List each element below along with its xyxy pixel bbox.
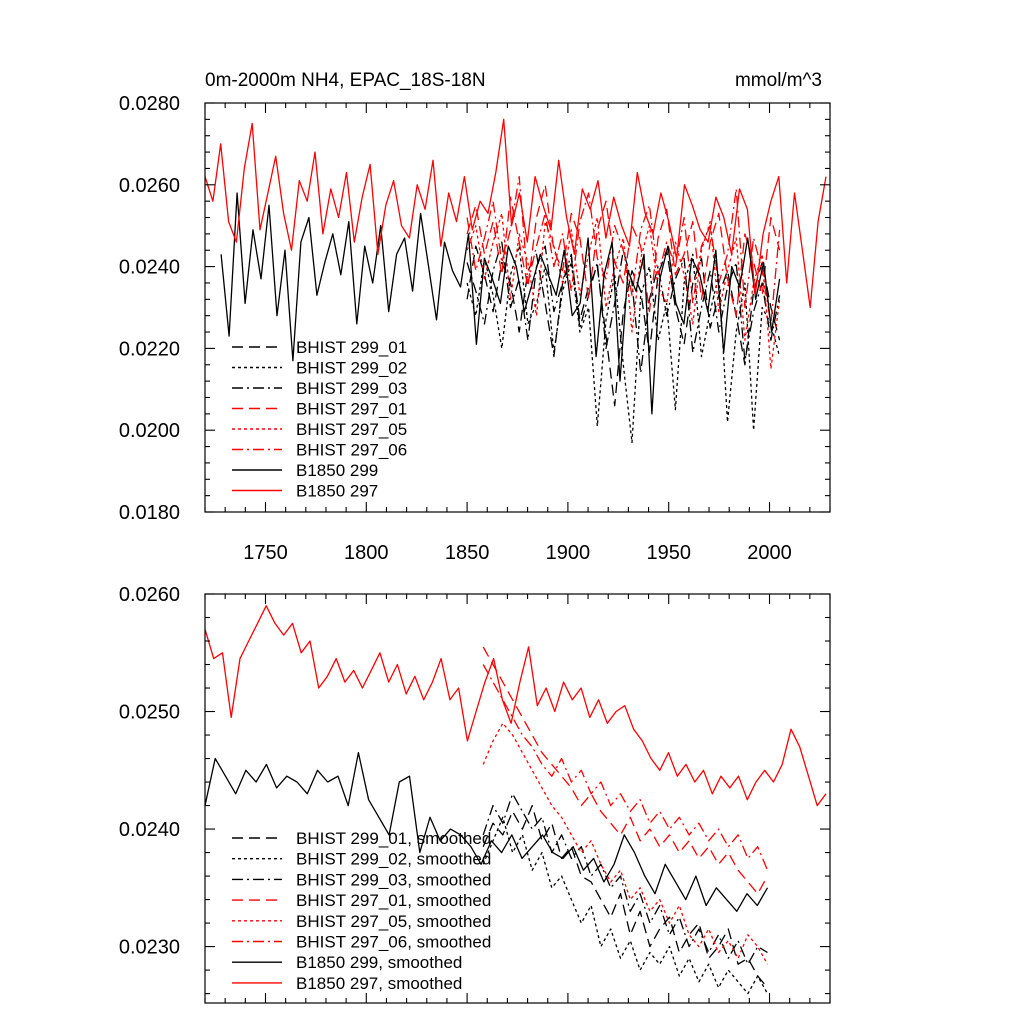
series-line-2	[482, 816, 769, 995]
series-line-4	[466, 184, 781, 317]
x-tick-label: 1950	[646, 542, 691, 564]
y-tick-label: 0.0180	[119, 502, 180, 524]
x-tick-label: 1850	[445, 542, 490, 564]
y-tick-label: 0.0200	[119, 420, 180, 442]
legend-label: BHIST 299_03	[296, 379, 407, 398]
series-line-5	[466, 212, 781, 370]
legend: BHIST 299_01, smoothed BHIST 299_02, smoo…	[232, 829, 491, 993]
y-tick-label: 0.0260	[119, 584, 180, 606]
legend-label: BHIST 299_02, smoothed	[296, 850, 491, 869]
legend-label: BHIST 297_01	[296, 400, 407, 419]
y-tick-label: 0.0240	[119, 819, 180, 841]
legend-label: BHIST 297_01, smoothed	[296, 891, 491, 910]
panel-1: 1750 1800 1850 1900 1950 2000 0.0180 0.0200 0.02…	[119, 70, 831, 564]
series-line-7	[205, 752, 769, 912]
x-tick-label: 2000	[747, 542, 792, 564]
y-tick-label: 0.0260	[119, 175, 180, 197]
series-line-7	[220, 192, 781, 415]
series-line-2	[466, 245, 781, 444]
plot-frame	[204, 593, 831, 1004]
x-tick-label: 1800	[344, 542, 389, 564]
y-tick-label: 0.0240	[119, 257, 180, 279]
legend-label: B1850 299	[296, 461, 378, 480]
plot-frame	[204, 102, 831, 513]
legend-label: B1850 297	[296, 482, 378, 501]
series-group	[205, 118, 827, 444]
y-tick-label: 0.0230	[119, 937, 180, 959]
legend-label: BHIST 297_05, smoothed	[296, 912, 491, 931]
legend-label: BHIST 297_06	[296, 441, 407, 460]
legend-label: BHIST 297_05	[296, 420, 407, 439]
series-line-8	[205, 118, 827, 309]
series-line-1	[466, 245, 781, 407]
legend-label: BHIST 297_06, smoothed	[296, 933, 491, 952]
legend-label: BHIST 299_01, smoothed	[296, 829, 491, 848]
series-group	[205, 605, 827, 995]
chart-title: 0m-2000m NH4, EPAC_18S-18N	[205, 70, 486, 91]
panel-2: 0.0230 0.0240 0.0250 0.0260 BHIST 299_01, sm…	[119, 584, 831, 1004]
x-tick-label: 1900	[546, 542, 591, 564]
series-line-6	[466, 175, 781, 325]
y-tick-label: 0.0250	[119, 702, 180, 724]
x-tick-label: 1750	[243, 542, 288, 564]
legend-label: B1850 299, smoothed	[296, 953, 462, 972]
series-line-4	[482, 646, 769, 895]
legend-label: B1850 297, smoothed	[296, 974, 462, 993]
legend-label: BHIST 299_03, smoothed	[296, 870, 491, 889]
series-line-3	[482, 793, 768, 965]
series-line-1	[482, 804, 768, 989]
series-line-6	[482, 664, 769, 871]
y-tick-label: 0.0220	[119, 338, 180, 360]
legend-label: BHIST 299_01	[296, 338, 407, 357]
units-label: mmol/m^3	[735, 70, 822, 91]
y-tick-label: 0.0280	[119, 93, 180, 115]
series-line-8	[205, 605, 827, 807]
legend-label: BHIST 299_02	[296, 359, 407, 378]
series-line-5	[482, 722, 769, 965]
